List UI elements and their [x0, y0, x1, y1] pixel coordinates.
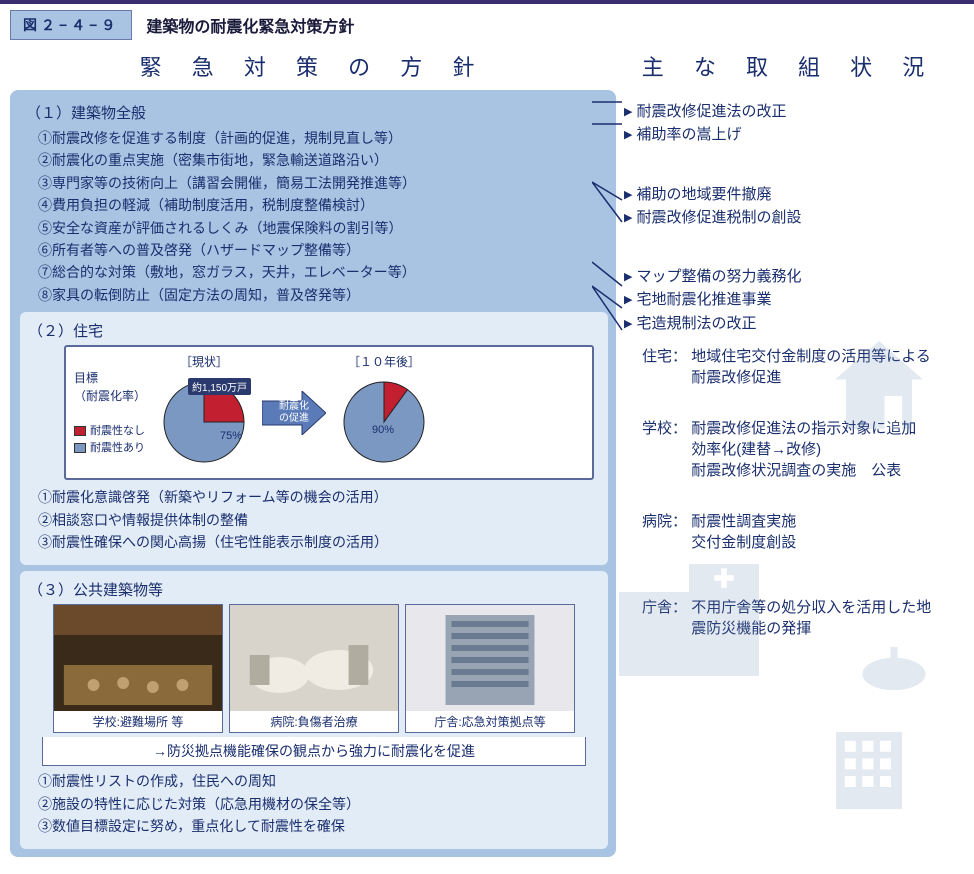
- section1-item: ⑦総合的な対策（敷地，窓ガラス，天井，エレベーター等）: [38, 261, 608, 283]
- section2-panel: （２）住宅 目標 （耐震化率） 耐震性なし 耐震性あり: [20, 312, 608, 565]
- pie-future-pct-label: 90%: [372, 424, 394, 436]
- content-wrapper: 緊 急 対 策 の 方 針 （１）建築物全般 ①耐震改修を促進する制度（計画的促…: [0, 46, 974, 867]
- satellite-icon: [844, 620, 944, 710]
- pie-callout-units: 約1,150万戸: [188, 378, 251, 395]
- legend-no: 耐震性なし: [74, 423, 146, 440]
- section1-item: ①耐震改修を促進する制度（計画的促進，規制見直し等）: [38, 127, 608, 149]
- figure-header-row: 図２−４−９ 建築物の耐震化緊急対策方針: [0, 4, 974, 46]
- section1-item: ⑤安全な資産が評価されるしくみ（地震保険料の割引等）: [38, 217, 608, 239]
- right-column: 主 な 取 組 状 況 耐震改修促進法の改正 補助率の: [624, 50, 954, 857]
- section2-item: ①耐震化意識啓発（新築やリフォーム等の機会の活用）: [38, 486, 600, 508]
- pie-current-wrap: ［現状］ 約1,150万戸 75%: [154, 353, 254, 472]
- section2-item: ②相談窓口や情報提供体制の整備: [38, 509, 600, 531]
- legend-yes-label: 耐震性あり: [90, 440, 145, 457]
- legend-swatch-yes: [74, 443, 86, 453]
- chart-rate-label: （耐震化率）: [74, 387, 146, 405]
- section1-item: ③専門家等の技術向上（講習会開催，簡易工法開発推進等）: [38, 172, 608, 194]
- photo-hospital: 病院:負傷者治療: [229, 604, 399, 733]
- section2-heading: （２）住宅: [28, 320, 600, 341]
- legend-no-label: 耐震性なし: [90, 423, 145, 440]
- photo-school-img: [54, 605, 222, 711]
- right-byoin-desc: 耐震性調査実施 交付金制度創設: [691, 510, 941, 552]
- section2-item: ③耐震性確保への関心高揚（住宅性能表示制度の活用）: [38, 531, 600, 553]
- right-gakko-label: 学校：: [642, 417, 687, 438]
- section3-list: ①耐震性リストの作成，住民への周知 ②施設の特性に応じた対策（応急用機材の保全等…: [38, 770, 600, 837]
- right-jutaku-label: 住宅：: [642, 345, 687, 366]
- pie-current: 約1,150万戸 75%: [154, 372, 254, 472]
- photo-office: 庁舎:応急対策拠点等: [405, 604, 575, 733]
- section3-item: ③数値目標設定に努め，重点化して耐震性を確保: [38, 815, 600, 837]
- section1-item: ④費用負担の軽減（補助制度活用，税制度整備検討）: [38, 194, 608, 216]
- right-bullet: 耐震改修促進税制の創設: [624, 206, 954, 229]
- right-byoin: 病院： 耐震性調査実施 交付金制度創設: [624, 510, 954, 552]
- pie-future-wrap: ［１０年後］ 90%: [334, 353, 434, 472]
- right-bullet: マップ整備の努力義務化: [624, 265, 954, 288]
- right-bullet: 補助率の嵩上げ: [624, 123, 954, 146]
- pie-future: 90%: [334, 372, 434, 472]
- figure-title: 建築物の耐震化緊急対策方針: [146, 13, 354, 37]
- left-column: 緊 急 対 策 の 方 針 （１）建築物全般 ①耐震改修を促進する制度（計画的促…: [10, 50, 616, 857]
- section1-item: ⑧家具の転倒防止（固定方法の周知，普及啓発等）: [38, 284, 608, 306]
- photo-conclusion: →防災拠点機能確保の観点から強力に耐震化を促進: [42, 737, 586, 766]
- hospital-icon: [604, 550, 774, 690]
- photo-school: 学校:避難場所 等: [53, 604, 223, 733]
- office-icon: [804, 710, 934, 820]
- section3-item: ①耐震性リストの作成，住民への周知: [38, 770, 600, 792]
- left-column-title: 緊 急 対 策 の 方 針: [10, 50, 616, 82]
- right-bullet: 補助の地域要件撤廃: [624, 183, 954, 206]
- right-bullets-3: マップ整備の努力義務化 宅地耐震化推進事業 宅造規制法の改正: [624, 265, 954, 335]
- photo-hospital-img: [230, 605, 398, 711]
- section1-item: ⑥所有者等への普及啓発（ハザードマップ整備等）: [38, 239, 608, 261]
- photo-row: 学校:避難場所 等 病院:負傷者治療: [28, 604, 600, 733]
- section1-item: ②耐震化の重点実施（密集市街地，緊急輸送道路沿い）: [38, 149, 608, 171]
- right-byoin-label: 病院：: [642, 510, 687, 531]
- photo-hospital-caption: 病院:負傷者治療: [230, 711, 398, 732]
- section1-heading: （１）建築物全般: [26, 102, 608, 123]
- section3-item: ②施設の特性に応じた対策（応急用機材の保全等）: [38, 793, 600, 815]
- arrow-label: 耐震化 の促進: [279, 401, 309, 425]
- promotion-arrow: 耐震化 の促進: [262, 391, 326, 435]
- section3-heading: （３）公共建築物等: [28, 579, 600, 600]
- section1-list: ①耐震改修を促進する制度（計画的促進，規制見直し等） ②耐震化の重点実施（密集市…: [38, 127, 608, 306]
- legend-yes: 耐震性あり: [74, 440, 146, 457]
- housing-chart-box: 目標 （耐震化率） 耐震性なし 耐震性あり ［現状］: [64, 345, 594, 480]
- house-icon: [814, 330, 944, 440]
- photo-office-caption: 庁舎:応急対策拠点等: [406, 711, 574, 732]
- right-bullet: 耐震改修促進法の改正: [624, 100, 954, 123]
- policy-panel: （１）建築物全般 ①耐震改修を促進する制度（計画的促進，規制見直し等） ②耐震化…: [10, 90, 616, 857]
- chart-target-labels: 目標 （耐震化率） 耐震性なし 耐震性あり: [74, 369, 146, 456]
- chart-target-label: 目標: [74, 369, 146, 387]
- pie-future-label: ［１０年後］: [334, 353, 434, 370]
- right-column-title: 主 な 取 組 状 況: [624, 50, 954, 82]
- photo-office-img: [406, 605, 574, 711]
- pie-current-pct-label: 75%: [220, 430, 242, 442]
- pie-current-label: ［現状］: [154, 353, 254, 370]
- section2-list: ①耐震化意識啓発（新築やリフォーム等の機会の活用） ②相談窓口や情報提供体制の整…: [38, 486, 600, 553]
- legend-swatch-no: [74, 426, 86, 436]
- photo-school-caption: 学校:避難場所 等: [54, 711, 222, 732]
- section3-panel: （３）公共建築物等: [20, 571, 608, 849]
- right-bullets-1: 耐震改修促進法の改正 補助率の嵩上げ: [624, 100, 954, 147]
- right-bullet: 宅地耐震化推進事業: [624, 288, 954, 311]
- right-bullets-2: 補助の地域要件撤廃 耐震改修促進税制の創設: [624, 183, 954, 230]
- figure-number-label: 図２−４−９: [10, 10, 132, 40]
